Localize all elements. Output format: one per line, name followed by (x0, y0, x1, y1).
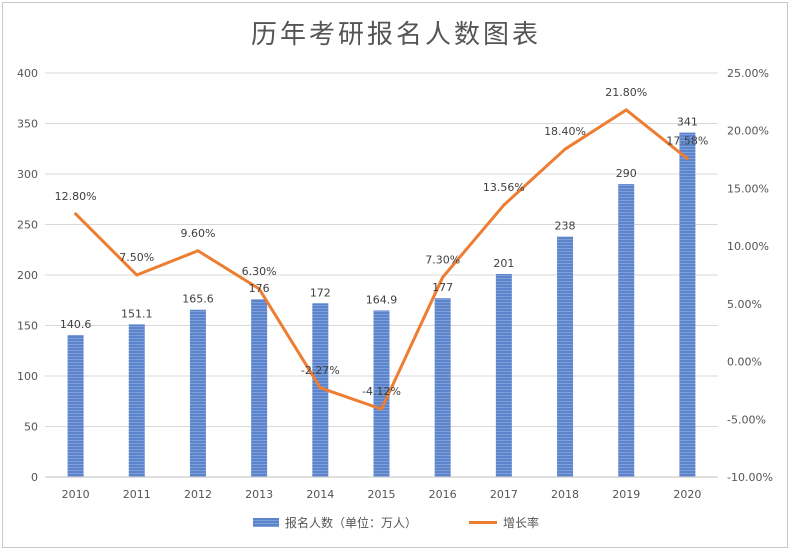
x-tick-label: 2011 (123, 488, 151, 501)
bar-value-label: 201 (493, 257, 514, 270)
y-right-tick-label: 0.00% (727, 356, 762, 369)
bar (373, 310, 390, 477)
line-value-label: 7.30% (425, 253, 460, 266)
legend-line-swatch (469, 521, 497, 524)
bar (679, 132, 696, 477)
x-tick-label: 2012 (184, 488, 212, 501)
legend-bar-swatch (252, 518, 279, 527)
bar-value-label: 172 (310, 286, 331, 299)
y-left-tick-label: 200 (17, 269, 38, 282)
bar (312, 303, 329, 477)
x-tick-label: 2018 (551, 488, 579, 501)
line-value-label: 6.30% (242, 265, 277, 278)
line-point (563, 147, 567, 151)
bar-value-label: 238 (555, 220, 576, 233)
x-tick-label: 2013 (245, 488, 273, 501)
data-labels: 140.6 151.1 165.6 176 172 164.9 177 201 238 290 34… (55, 86, 709, 398)
bar-value-label: 176 (249, 282, 270, 295)
x-tick-label: 2015 (368, 488, 396, 501)
axes: 0 50 100 150 200 250 300 350 400 -10.00% -5.00% 0.0… (17, 67, 773, 501)
line-value-label: -4.12% (362, 385, 401, 398)
y-left-tick-label: 350 (17, 118, 38, 131)
bar (189, 309, 206, 477)
line-value-label: 17.58% (666, 135, 708, 148)
legend-line-label: 增长率 (503, 516, 540, 530)
y-left-tick-label: 300 (17, 168, 38, 181)
y-left-tick-label: 250 (17, 219, 38, 232)
line-value-label: 18.40% (544, 125, 586, 138)
bar (618, 184, 635, 477)
line-point (685, 157, 689, 161)
y-left-tick-label: 400 (17, 67, 38, 80)
y-right-tick-label: 25.00% (727, 67, 769, 80)
y-left-tick-label: 150 (17, 320, 38, 333)
line-point (624, 108, 628, 112)
y-right-tick-label: 15.00% (727, 182, 769, 195)
bar (434, 298, 451, 477)
bar (67, 334, 84, 477)
legend: 报名人数（单位：万人） 增长率 (0, 514, 792, 531)
legend-item-line: 增长率 (469, 514, 539, 531)
y-right-tick-label: 10.00% (727, 240, 769, 253)
bar-value-label: 151.1 (121, 307, 153, 320)
bar-value-label: 165.6 (182, 293, 214, 306)
bar-value-label: 290 (616, 167, 637, 180)
bar-value-label: 164.9 (366, 293, 398, 306)
bar-series (67, 132, 696, 477)
line-point (135, 273, 139, 277)
line-series (74, 108, 689, 411)
bar (251, 299, 268, 477)
line-value-label: 9.60% (180, 227, 215, 240)
line-value-label: 21.80% (605, 86, 647, 99)
y-right-tick-label: 5.00% (727, 298, 762, 311)
bar (128, 324, 145, 477)
legend-bar-label: 报名人数（单位：万人） (284, 516, 417, 530)
y-right-tick-label: -10.00% (727, 471, 773, 484)
x-tick-label: 2017 (490, 488, 518, 501)
line-point (257, 287, 261, 291)
x-tick-label: 2016 (429, 488, 457, 501)
bar (557, 236, 574, 477)
bar-value-label: 177 (432, 281, 453, 294)
line-point (441, 275, 445, 279)
line-point (380, 407, 383, 411)
y-left-tick-label: 100 (17, 370, 38, 383)
y-left-tick-label: 50 (24, 421, 38, 434)
bar (495, 273, 512, 477)
line-value-label: -2.27% (301, 364, 340, 377)
x-tick-label: 2020 (673, 488, 701, 501)
line-value-label: 7.50% (119, 251, 154, 264)
y-right-tick-label: -5.00% (727, 413, 766, 426)
bar-value-label: 140.6 (60, 318, 92, 331)
line-value-label: 12.80% (55, 190, 97, 203)
x-tick-label: 2014 (306, 488, 334, 501)
line-point (74, 212, 78, 216)
y-left-tick-label: 0 (31, 471, 38, 484)
x-tick-label: 2019 (612, 488, 640, 501)
y-right-tick-label: 20.00% (727, 125, 769, 138)
x-tick-label: 2010 (62, 488, 90, 501)
bar-value-label: 341 (677, 116, 698, 129)
legend-item-bar: 报名人数（单位：万人） (252, 514, 417, 531)
chart-title: 历年考研报名人数图表 (250, 20, 541, 50)
line-point (318, 386, 322, 390)
line-point (196, 249, 200, 253)
line-point (502, 203, 506, 207)
line-value-label: 13.56% (483, 181, 525, 194)
